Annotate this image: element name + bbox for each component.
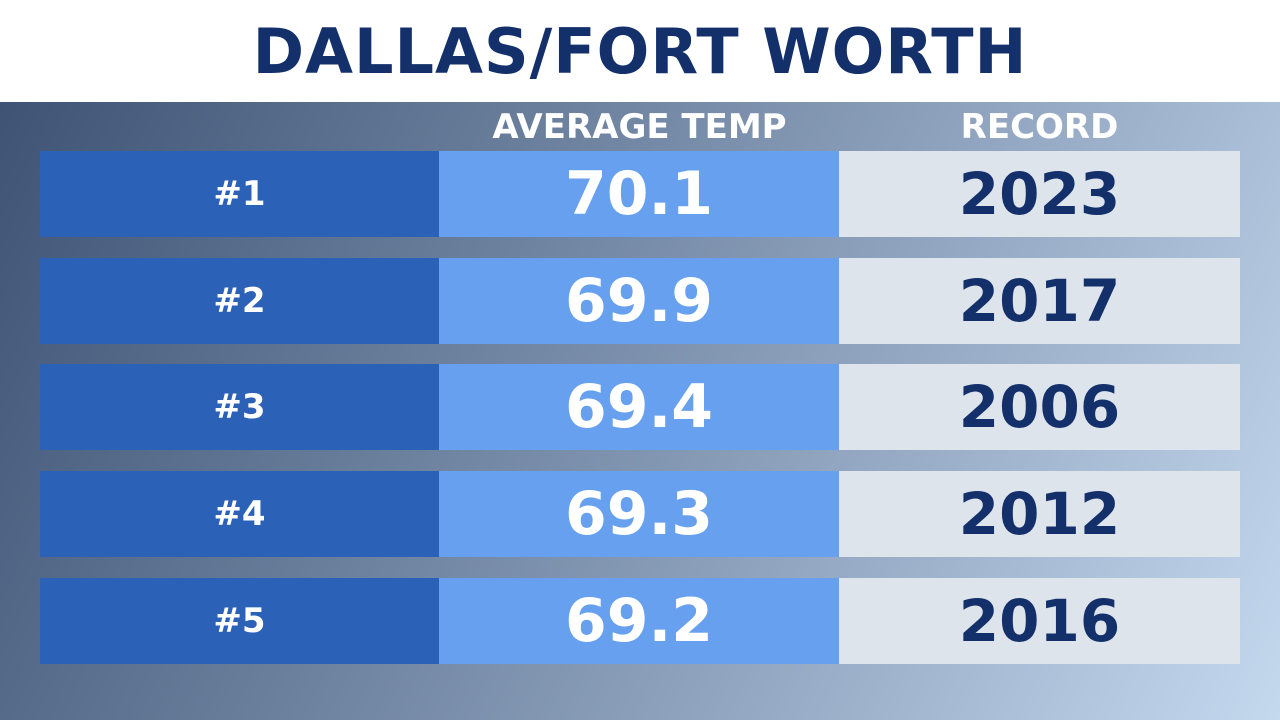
average-temp-cell: 69.9	[439, 258, 839, 344]
record-year-cell: 2023	[839, 151, 1240, 237]
rank-cell: #3	[40, 364, 439, 450]
record-year-cell: 2006	[839, 364, 1240, 450]
record-year-cell: 2016	[839, 578, 1240, 664]
average-temp-cell: 69.3	[439, 471, 839, 557]
header: DALLAS/FORT WORTH	[0, 0, 1280, 102]
table-row: #3 69.4 2006	[40, 364, 1240, 450]
record-year-cell: 2017	[839, 258, 1240, 344]
page-title: DALLAS/FORT WORTH	[252, 15, 1028, 88]
column-header-record: RECORD	[960, 107, 1119, 147]
rank-cell: #4	[40, 471, 439, 557]
column-header-average-temp: AVERAGE TEMP	[492, 107, 787, 147]
table-row: #4 69.3 2012	[40, 471, 1240, 557]
average-temp-cell: 70.1	[439, 151, 839, 237]
rank-cell: #5	[40, 578, 439, 664]
record-year-cell: 2012	[839, 471, 1240, 557]
rank-cell: #1	[40, 151, 439, 237]
table-row: #5 69.2 2016	[40, 578, 1240, 664]
average-temp-cell: 69.2	[439, 578, 839, 664]
table-row: #1 70.1 2023	[40, 151, 1240, 237]
table-row: #2 69.9 2017	[40, 258, 1240, 344]
average-temp-cell: 69.4	[439, 364, 839, 450]
rank-cell: #2	[40, 258, 439, 344]
